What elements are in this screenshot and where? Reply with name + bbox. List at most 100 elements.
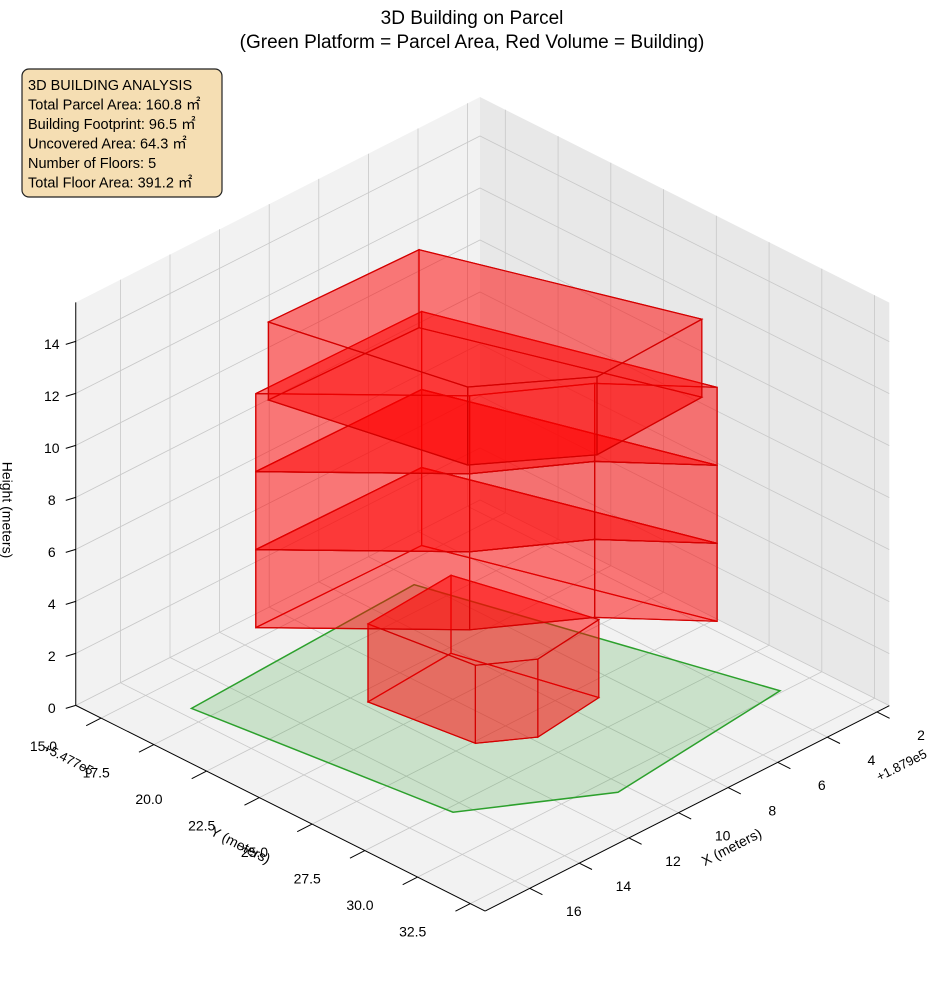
y-tick-label: 30.0: [346, 897, 373, 913]
x-tick-label: 10: [715, 828, 731, 844]
grid-line: [75, 499, 890, 706]
grid-line: [219, 631, 630, 839]
floor-top: [366, 574, 601, 666]
z-tick-label: 14: [44, 336, 60, 352]
x-tick-label: 2: [917, 727, 925, 743]
chart-title: 3D Building on Parcel: [381, 8, 564, 29]
annotation-background: [21, 68, 223, 198]
x-tick-label: 4: [868, 752, 876, 768]
grid-line: [259, 591, 664, 798]
y-tick-label: 25.0: [241, 844, 268, 860]
tick-mark: [65, 496, 76, 501]
x-axis-line: [484, 705, 890, 912]
grid-line: [206, 565, 612, 772]
floor-side: [594, 460, 718, 544]
x-tick-label: 12: [665, 853, 681, 869]
floor-side: [594, 538, 718, 622]
grid-line: [318, 581, 729, 788]
z-tick-label: 0: [48, 700, 56, 716]
back-pane-right: [480, 97, 890, 706]
z-tick-label: 10: [44, 440, 60, 456]
tick-mark: [529, 887, 543, 896]
panes: [75, 97, 890, 911]
x-offset-label: +1.879e5: [874, 746, 929, 784]
chart-subtitle: (Green Platform = Parcel Area, Red Volum…: [240, 32, 705, 53]
tick-mark: [65, 548, 76, 553]
tick-mark: [65, 652, 76, 657]
grid-line: [153, 538, 559, 745]
tick-mark: [876, 711, 890, 719]
z-tick-label: 2: [48, 648, 56, 664]
tick-mark: [65, 340, 76, 345]
floor-pane: [75, 500, 890, 911]
floor-side: [469, 538, 596, 631]
tick-mark: [579, 862, 593, 870]
tick-mark: [455, 903, 471, 912]
z-tick-label: 4: [48, 596, 56, 612]
annotation-line: Building Footprint: 96.5 ㎡: [28, 116, 196, 133]
tick-mark: [65, 392, 76, 397]
grid-line: [100, 512, 506, 719]
grid-line: [75, 447, 890, 654]
marks: [189, 248, 782, 813]
z-tick-label: 12: [44, 388, 60, 404]
z-axis-label: Height (meters): [0, 462, 15, 558]
tick-mark: [628, 837, 642, 845]
tick-mark: [296, 823, 313, 833]
grid-line: [75, 343, 890, 550]
tick-mark: [85, 717, 102, 727]
tick-mark: [349, 850, 366, 859]
y-tick-label: 27.5: [294, 871, 321, 887]
y-tick-label: 22.5: [188, 818, 215, 834]
floor-side: [467, 376, 598, 466]
tick-mark: [402, 876, 418, 886]
annotation-box: 3D BUILDING ANALYSIS Total Parcel Area: 1…: [21, 68, 223, 198]
y-axis-line: [75, 704, 486, 912]
z-tick-label: 8: [48, 492, 56, 508]
z-tick-label: 6: [48, 544, 56, 560]
grid-line: [75, 239, 890, 446]
back-pane-left: [75, 97, 481, 706]
y-tick-label: 15.0: [30, 738, 57, 754]
grid-line: [269, 606, 679, 814]
x-tick-label: 8: [768, 802, 776, 818]
grid-line: [75, 291, 890, 498]
x-tick-label: 6: [818, 777, 826, 793]
tick-mark: [244, 797, 260, 806]
annotation-line: Total Floor Area: 391.2 ㎡: [28, 175, 193, 192]
grid-line: [75, 395, 890, 602]
grid-line: [169, 657, 580, 864]
tick-mark: [827, 736, 841, 744]
tick-mark: [727, 787, 742, 795]
x-tick-label: 16: [566, 903, 582, 919]
tick-mark: [678, 812, 692, 820]
grid: [75, 103, 890, 904]
annotation-line: Total Parcel Area: 160.8 ㎡: [28, 97, 201, 114]
grid-line: [470, 697, 875, 904]
annotation-line: Uncovered Area: 64.3 ㎡: [28, 136, 187, 153]
tick-mark: [777, 761, 791, 770]
y-tick-label: 32.5: [399, 924, 426, 940]
tick-mark: [65, 704, 76, 709]
annotation-line: Number of Floors: 5: [28, 156, 156, 172]
tick-mark: [65, 600, 76, 605]
floor-top: [266, 249, 704, 388]
grid-line: [364, 644, 770, 851]
x-axis-label: X (meters): [699, 825, 764, 869]
grid-line: [75, 187, 890, 394]
tick-mark: [65, 444, 76, 449]
grid-line: [417, 531, 828, 738]
floor-side: [255, 470, 471, 553]
grid-line: [120, 682, 530, 889]
tick-mark: [138, 744, 155, 753]
y-tick-label: 17.5: [83, 765, 110, 781]
x-tick-label: 14: [616, 878, 632, 894]
tick-mark: [191, 770, 207, 780]
y-offset-label: +5.477e5: [41, 740, 96, 778]
grid-line: [75, 135, 890, 342]
annotation-line: 3D BUILDING ANALYSIS: [28, 78, 192, 94]
floor-side: [474, 658, 539, 744]
parcel: [189, 583, 782, 813]
floor-side: [469, 460, 596, 553]
